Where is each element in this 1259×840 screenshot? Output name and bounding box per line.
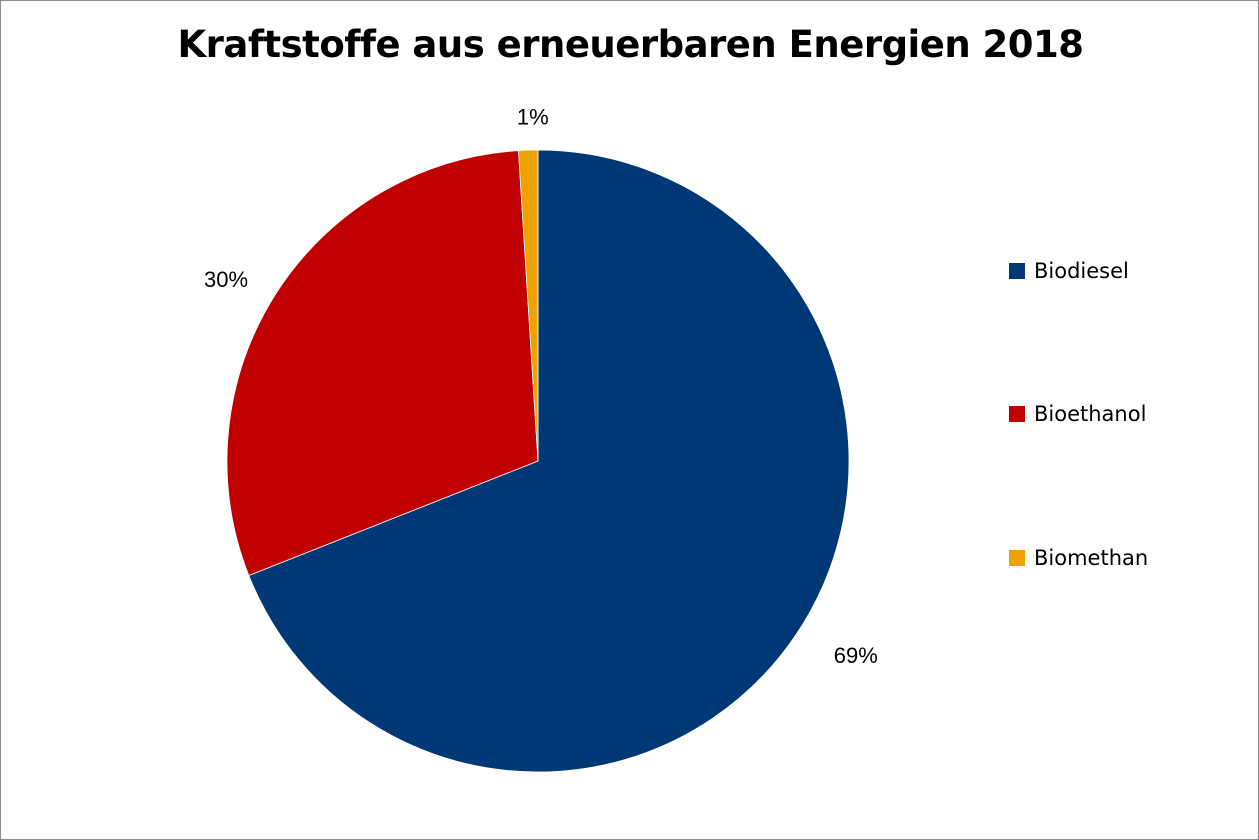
pie-slice-biomethan [518,149,539,462]
legend-swatch [1009,263,1025,279]
legend-item-bioethanol: Bioethanol [1009,402,1146,426]
data-label-biomethan: 1% [517,104,549,129]
data-label-bioethanol: 30% [204,267,248,292]
legend-label: Biomethan [1034,546,1149,570]
legend-label: Bioethanol [1034,402,1147,426]
legend-label: Biodiesel [1034,259,1129,283]
data-label-biodiesel: 69% [834,643,878,668]
legend-swatch [1009,550,1025,566]
legend-item-biodiesel: Biodiesel [1009,259,1129,283]
chart-title: Kraftstoffe aus erneuerbaren Energien 20… [177,23,1084,66]
legend-item-biomethan: Biomethan [1009,546,1148,570]
pie-slice-bioethanol [226,150,539,577]
pie-slice-biodiesel [248,149,850,773]
legend-swatch [1009,406,1025,422]
